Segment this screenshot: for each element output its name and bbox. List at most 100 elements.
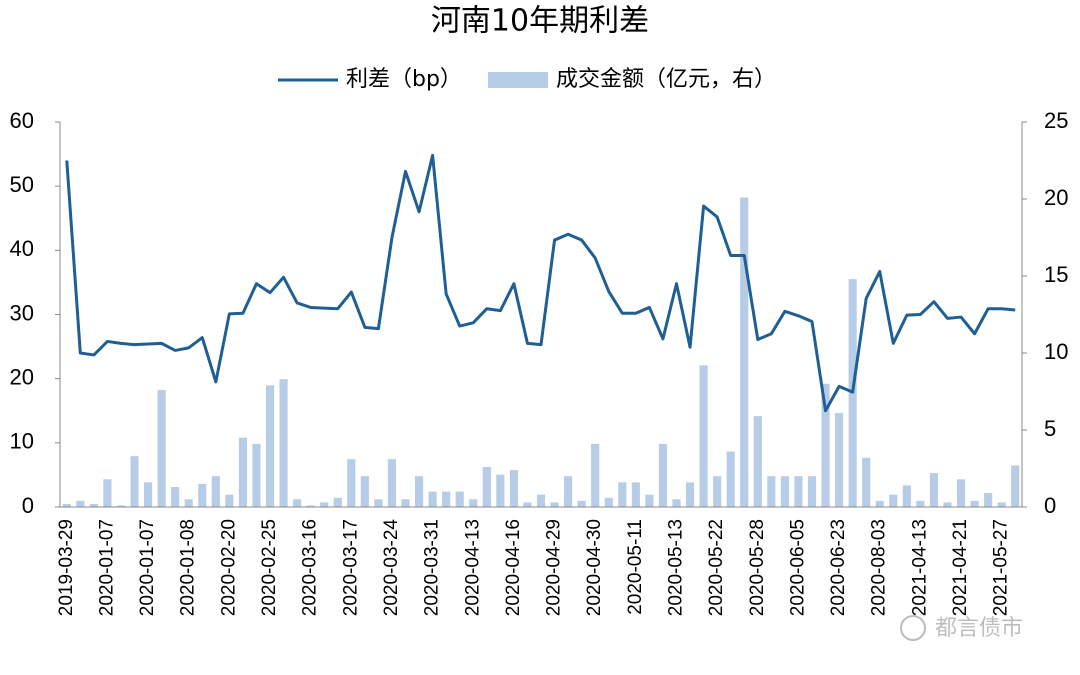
bar: [794, 476, 803, 507]
y-tick-label: 30: [10, 300, 34, 325]
line: [65, 153, 1016, 413]
bar: [889, 494, 898, 507]
bar: [238, 437, 247, 507]
bar: [902, 485, 911, 507]
bar: [482, 466, 491, 507]
bar: [265, 385, 275, 507]
x-tick-label: 2020-05-22: [706, 519, 727, 616]
y-tick-label: 60: [10, 108, 34, 133]
bar: [875, 500, 884, 507]
bar: [604, 497, 613, 507]
bar: [116, 505, 126, 507]
x-tick-label: 2020-04-16: [503, 519, 524, 616]
chart-title: 河南10年期利差: [431, 4, 649, 39]
bar: [347, 459, 356, 507]
bar: [144, 482, 153, 507]
bar: [62, 503, 71, 507]
x-tick-label: 2020-08-03: [869, 519, 890, 616]
y-tick-label: 20: [10, 364, 34, 389]
y-tick-label: 10: [10, 429, 34, 454]
bar: [536, 494, 546, 507]
bar: [943, 502, 952, 507]
bar: [306, 505, 315, 507]
y-tick-label: 40: [10, 236, 34, 261]
bar: [564, 476, 573, 507]
x-tick-label: 2021-04-21: [950, 519, 971, 616]
bar: [997, 502, 1006, 507]
bar: [157, 389, 166, 507]
bar: [103, 479, 112, 507]
bar: [171, 486, 180, 507]
bar: [496, 474, 505, 507]
x-tick-label: 2020-03-17: [340, 519, 361, 616]
bar: [387, 459, 397, 507]
bar: [672, 499, 681, 507]
x-tick-label: 2020-05-13: [666, 519, 687, 616]
bar: [970, 500, 979, 507]
bar: [618, 482, 627, 507]
bar: [984, 493, 993, 507]
bar: [211, 476, 220, 507]
x-tick-label: 2021-04-13: [909, 519, 930, 616]
bar: [198, 483, 207, 507]
x-tick-label: 2020-01-07: [137, 519, 158, 616]
bar: [523, 502, 532, 507]
bar: [509, 470, 518, 507]
bar: [916, 500, 925, 507]
x-tick-label: 2020-02-20: [218, 519, 239, 616]
x-tick-label: 2020-04-30: [584, 519, 605, 616]
bar: [929, 473, 938, 507]
y-tick-label: 50: [10, 172, 34, 197]
bar: [333, 497, 342, 507]
bar: [753, 416, 762, 507]
bar: [374, 499, 383, 507]
bar: [645, 494, 654, 507]
x-tick-label: 2020-06-23: [828, 519, 849, 616]
bar: [469, 499, 478, 507]
bar: [577, 500, 586, 507]
x-tick-label: 2020-02-25: [259, 519, 280, 616]
legend-label: 利差（bp）: [346, 67, 462, 92]
x-tick-label: 2020-05-28: [747, 519, 768, 616]
bar: [414, 476, 424, 507]
bar: [740, 197, 749, 507]
y2-tick-label: 25: [1044, 108, 1068, 133]
y2-tick-label: 10: [1044, 339, 1068, 364]
bar: [279, 379, 288, 507]
bar: [428, 491, 437, 507]
x-tick-label: 2020-04-29: [544, 519, 565, 616]
bar: [685, 482, 695, 507]
x-tick-label: 2020-06-05: [787, 519, 808, 616]
bar: [699, 365, 708, 507]
bar: [835, 413, 844, 507]
bar: [442, 491, 451, 507]
watermark: 都言债市: [900, 615, 1023, 641]
x-tick-label: 2020-01-07: [96, 519, 117, 616]
bar: [184, 499, 193, 507]
watermark-text: 都言债市: [935, 616, 1023, 641]
bar: [130, 456, 139, 507]
bar: [956, 479, 966, 507]
bar: [767, 476, 776, 507]
x-tick-label: 2021-05-27: [991, 519, 1012, 616]
watermark-icon: [900, 615, 926, 641]
bar: [320, 502, 329, 507]
bar: [591, 443, 600, 507]
bar: [658, 443, 668, 507]
x-tick-label: 2020-05-11: [625, 519, 646, 615]
bar: [862, 457, 871, 507]
bar: [89, 503, 98, 507]
x-tick-label: 2020-04-13: [462, 519, 483, 616]
x-tick-label: 2020-03-24: [381, 519, 402, 617]
bar: [726, 451, 735, 507]
bar: [401, 499, 410, 507]
bar: [360, 476, 369, 507]
bar: [225, 494, 234, 507]
bar: [713, 476, 722, 507]
bar: [293, 499, 302, 507]
x-tick-label: 2020-01-08: [178, 519, 199, 616]
bar: [455, 491, 464, 507]
legend-label: 成交金额（亿元，右）: [556, 67, 776, 92]
y2-tick-label: 5: [1044, 416, 1056, 441]
